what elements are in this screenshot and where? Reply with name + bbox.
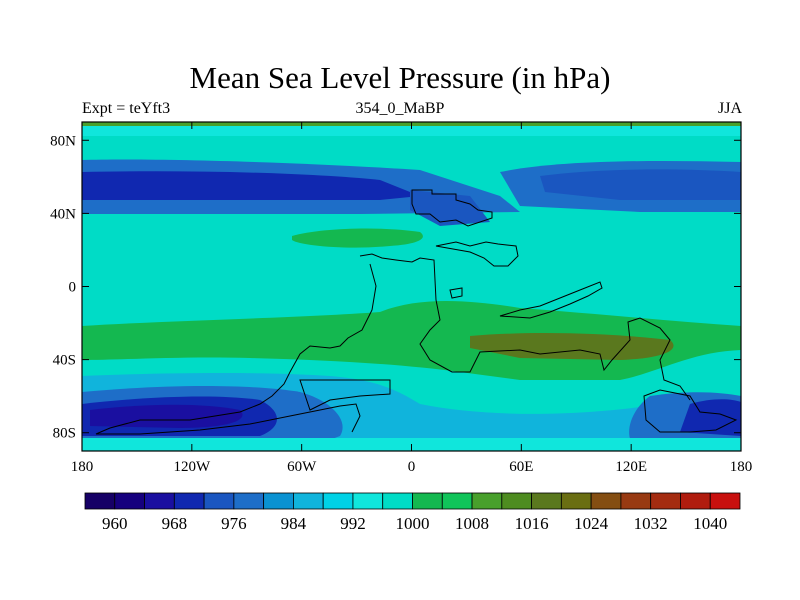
experiment-label: Expt = teYft3 [82, 100, 171, 117]
colorbar-swatch [203, 492, 235, 510]
colorbar-label: 1016 [515, 514, 549, 533]
colorbar-label: 1032 [634, 514, 668, 533]
x-tick-label: 180 [71, 459, 94, 475]
axes: 180 120W 60W 0 60E 120E 180 80N 40N 0 40S 80S [50, 122, 752, 475]
colorbar-swatch [84, 492, 116, 510]
colorbar-swatch [650, 492, 681, 510]
y-tick-label: 80N [50, 133, 76, 149]
colorbar-swatch [590, 492, 622, 510]
y-tick-label: 40N [50, 206, 76, 222]
colorbar-swatch [709, 492, 741, 510]
colorbar-swatch [293, 492, 324, 510]
colorbar-swatch [560, 492, 592, 510]
colorbar-label: 968 [162, 514, 188, 533]
x-tick-label: 120W [173, 459, 211, 475]
colorbar-swatch [144, 492, 175, 510]
colorbar-swatch [173, 492, 205, 510]
colorbar-label: 1024 [574, 514, 609, 533]
colorbar-swatch [233, 492, 265, 510]
colorbar-swatch [352, 492, 384, 510]
colorbar: 960 968 976 984 992 1000 1008 1016 1024 1032 1040 [84, 492, 741, 533]
colorbar-label: 1040 [693, 514, 727, 533]
y-tick-label: 80S [53, 426, 76, 442]
x-tick-label: 60W [287, 459, 317, 475]
x-tick-label: 0 [408, 459, 416, 475]
x-tick-label: 180 [730, 459, 753, 475]
colorbar-swatch [114, 492, 145, 510]
colorbar-label: 1008 [455, 514, 489, 533]
period-label: 354_0_MaBP [355, 100, 445, 117]
colorbar-swatch [471, 492, 503, 510]
colorbar-label: 992 [340, 514, 366, 533]
x-tick-label: 120E [615, 459, 647, 475]
pressure-map [82, 122, 741, 451]
coastlines [95, 189, 738, 435]
colorbar-label: 1000 [396, 514, 430, 533]
colorbar-swatch [531, 492, 562, 510]
colorbar-swatch [322, 492, 354, 510]
colorbar-swatch [620, 492, 652, 510]
y-tick-label: 0 [69, 280, 77, 296]
colorbar-swatch [680, 492, 711, 510]
y-tick-label: 40S [53, 353, 76, 369]
season-label: JJA [717, 100, 742, 117]
colorbar-swatch [412, 492, 443, 510]
colorbar-swatch [263, 492, 294, 510]
x-tick-label: 60E [509, 459, 533, 475]
colorbar-label: 976 [221, 514, 247, 533]
colorbar-swatch [501, 492, 532, 510]
colorbar-swatch [382, 492, 413, 510]
colorbar-label: 960 [102, 514, 128, 533]
chart-title: Mean Sea Level Pressure (in hPa) [189, 60, 611, 95]
colorbar-swatch [441, 492, 473, 510]
colorbar-label: 984 [281, 514, 307, 533]
